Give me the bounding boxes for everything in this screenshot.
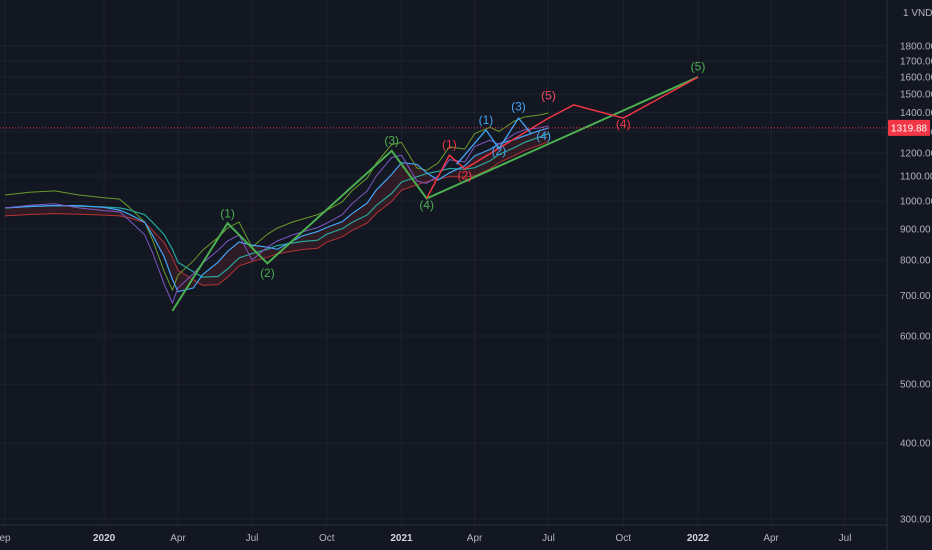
moving-average-fast <box>4 127 549 293</box>
cloud-fill <box>5 127 549 292</box>
wave-label-green: (4) <box>419 198 434 212</box>
x-tick-label: Oct <box>319 533 335 544</box>
x-tick-label: Oct <box>615 533 631 544</box>
wave-red-line <box>425 76 699 199</box>
wave-label-blue: (5) <box>541 88 556 102</box>
wave-label-blue: (4) <box>536 129 551 143</box>
moving-average-slow <box>4 133 549 278</box>
x-tick-label: Jul <box>839 533 852 544</box>
cloud-lower-line <box>4 141 549 286</box>
x-tick-label: 2021 <box>390 533 413 544</box>
x-tick-label: Jul <box>246 533 259 544</box>
y-tick-label: 800.00 <box>900 256 931 267</box>
wave-label-red: (5) <box>541 88 556 102</box>
x-tick-label: 2022 <box>687 533 710 544</box>
current-price-value: 1319.88 <box>891 123 928 134</box>
y-tick-label: 300.00 <box>900 515 931 526</box>
wave-label-green: (1) <box>220 207 235 221</box>
price-series <box>4 112 549 305</box>
currency-label: 1 VND 0 <box>903 8 932 19</box>
current-price-tag: 1319.88 <box>0 119 930 136</box>
wave-label-blue: (1) <box>479 113 494 127</box>
x-tick-label: Apr <box>467 533 483 544</box>
wave-blue-line <box>456 116 533 165</box>
y-tick-label: 1800.00 <box>900 42 932 53</box>
y-tick-label: 1600.00 <box>900 73 932 84</box>
y-tick-label: 900.00 <box>900 224 931 235</box>
wave-label-red: (1) <box>442 138 457 152</box>
x-tick-label: ep <box>0 533 11 544</box>
y-tick-label: 400.00 <box>900 439 931 450</box>
y-tick-label: 700.00 <box>900 291 931 302</box>
elliott-waves <box>171 76 699 312</box>
y-tick-label: 600.00 <box>900 332 931 343</box>
ichimoku-cloud <box>4 127 549 292</box>
y-tick-label: 1500.00 <box>900 90 932 101</box>
y-tick-label: 1000.00 <box>900 197 932 208</box>
wave-green-line <box>171 76 699 312</box>
current-price-badge <box>888 119 930 136</box>
y-tick-label: 500.00 <box>900 380 931 391</box>
x-tick-label: Apr <box>763 533 779 544</box>
wave-label-green: (2) <box>260 266 275 280</box>
time-axis[interactable]: ep 2020 Apr Jul Oct 2021 Apr Jul Oct 2022 Apr Jul <box>0 533 851 544</box>
chart-grid <box>0 0 887 525</box>
x-tick-label: Apr <box>170 533 186 544</box>
lagging-span-line <box>4 112 549 292</box>
price-axis[interactable]: 300.00 400.00 500.00 600.00 700.00 800.00 900.… <box>900 8 932 526</box>
price-line <box>4 125 549 305</box>
y-tick-label: 1700.00 <box>900 57 932 68</box>
wave-label-blue: (3) <box>511 99 526 113</box>
x-tick-label: Jul <box>542 533 555 544</box>
wave-label-green: (3) <box>384 133 399 147</box>
y-tick-label: 1100.00 <box>900 172 932 183</box>
x-tick-label: 2020 <box>93 533 116 544</box>
wave-label-blue: (2) <box>492 144 507 158</box>
wave-label-red: (4) <box>616 117 631 131</box>
wave-label-green: (5) <box>691 60 706 74</box>
wave-label-red: (2) <box>457 169 472 183</box>
y-tick-label: 1400.00 <box>900 108 932 119</box>
wave-labels: (1)(2)(3)(4)(5)(1)(2)(4)(1)(2)(3)(4)(5)(… <box>220 60 705 281</box>
y-tick-label: 1200.00 <box>900 149 932 160</box>
